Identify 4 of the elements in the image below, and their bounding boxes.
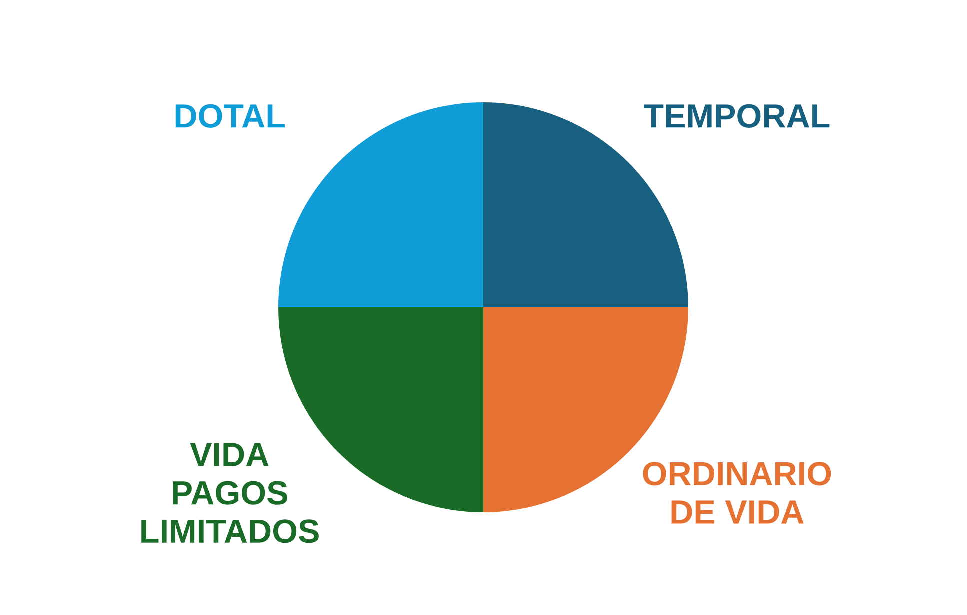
- slice-label: ORDINARIO DE VIDA: [643, 462, 832, 524]
- slice-label: TEMPORAL: [644, 104, 830, 128]
- slice-label: VIDA PAGOS LIMITADOS: [142, 443, 319, 544]
- slice-label: DOTAL: [176, 104, 285, 128]
